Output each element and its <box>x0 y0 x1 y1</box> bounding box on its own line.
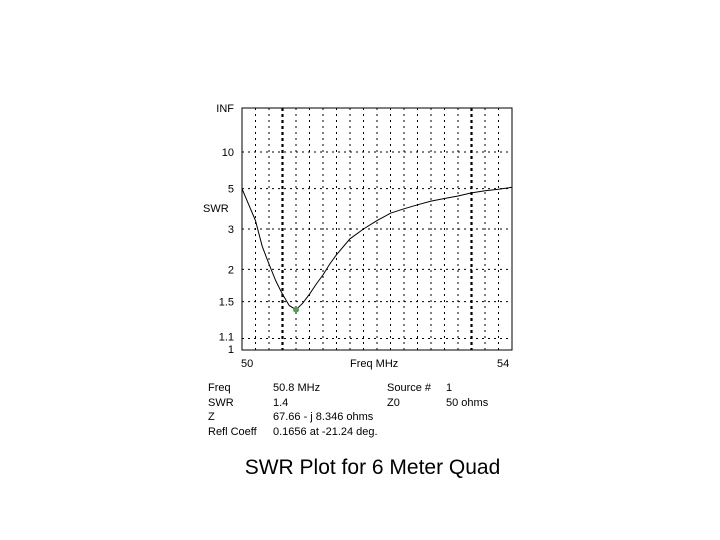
readout-label: Source # <box>387 382 432 394</box>
readout-label: SWR <box>208 396 234 409</box>
readout-label: Z <box>208 411 215 423</box>
readout-label: Freq <box>208 382 231 394</box>
readout-value: 50 ohms <box>446 396 489 409</box>
y-tick-label: 1.1 <box>219 331 234 343</box>
readout-value: 67.66 - j 8.346 ohms <box>273 411 374 423</box>
readout-value: 1 <box>446 382 453 394</box>
readout-label: Refl Coeff <box>208 425 257 438</box>
y-tick-label: 3 <box>228 224 234 236</box>
x-tick-label-end: 54 <box>497 358 509 370</box>
minimum-marker <box>293 306 299 313</box>
readout-label: Z0 <box>387 396 400 409</box>
readout-value: 0.1656 at -21.24 deg. <box>273 425 378 438</box>
y-tick-label: 1.5 <box>219 297 234 309</box>
y-tick-label: 2 <box>228 264 234 276</box>
y-tick-labels: INF 10 5 3 2 1.5 1.11 <box>216 103 234 356</box>
series-layer <box>241 186 513 313</box>
x-tick-label-start: 50 <box>241 358 253 370</box>
chart-grid <box>242 108 512 350</box>
chart-title: SWR Plot for 6 Meter Quad <box>244 456 501 479</box>
y-tick-label: 5 <box>228 184 234 196</box>
plot-frame <box>241 107 513 351</box>
y-tick-label: INF <box>216 103 234 115</box>
y-tick-label: 10 <box>222 147 234 159</box>
swr-curve <box>241 186 513 311</box>
readout-value: 50.8 MHz <box>273 382 321 394</box>
y-tick-label: 1 <box>228 344 234 356</box>
readout-value: 1.4 <box>273 396 289 409</box>
y-axis-label: SWR <box>203 203 229 215</box>
x-axis-label: Freq MHz <box>350 358 398 370</box>
